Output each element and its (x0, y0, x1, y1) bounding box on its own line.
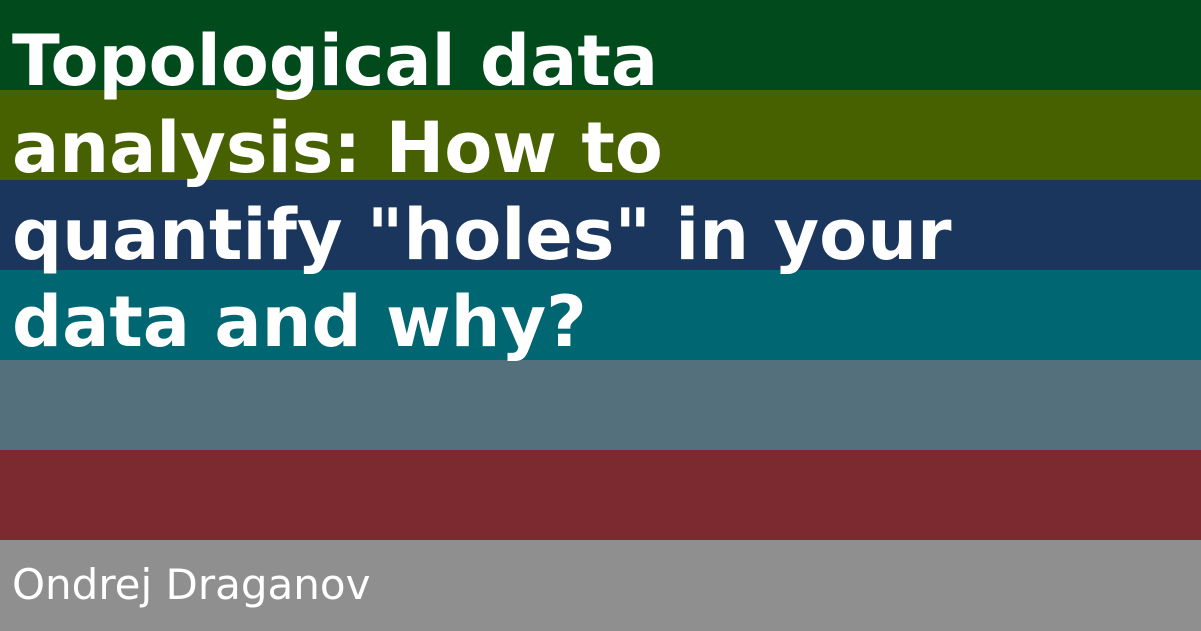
stripe-gray (0, 540, 1201, 631)
author-name: Ondrej Draganov (12, 560, 371, 609)
stripe-teal (0, 270, 1201, 360)
page-title: Topological data analysis: How to quanti… (12, 20, 952, 363)
stripe-slate (0, 360, 1201, 450)
stripe-navy (0, 180, 1201, 270)
stripe-maroon (0, 450, 1201, 540)
stripe-dark-green (0, 0, 1201, 90)
stripe-olive-green (0, 90, 1201, 180)
